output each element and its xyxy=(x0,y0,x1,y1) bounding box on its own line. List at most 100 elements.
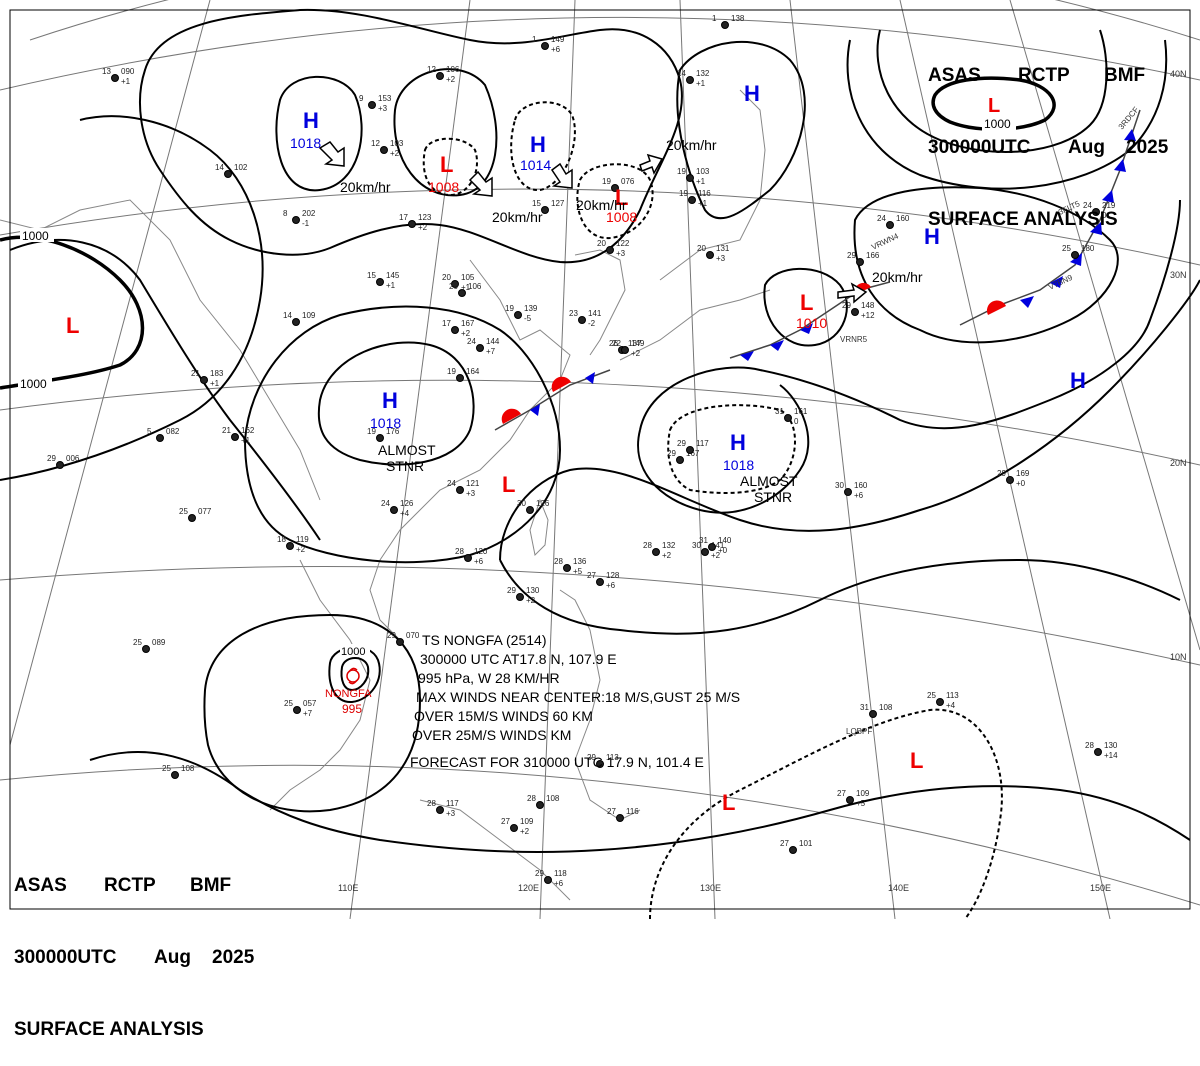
station-pressure: 077 xyxy=(198,507,212,516)
station-dot xyxy=(188,514,196,522)
isobar-high-1018-north xyxy=(275,75,363,192)
low-value: 1008 xyxy=(428,179,459,195)
station-pressure: 153 xyxy=(378,94,392,103)
station-pressure: 136 xyxy=(573,557,587,566)
station-dot xyxy=(514,311,522,319)
warm-front-scallop xyxy=(501,408,521,424)
cold-front-barb xyxy=(1050,276,1063,288)
station-plot: 29 070 xyxy=(387,631,420,646)
motion-label: 20km/hr xyxy=(576,197,627,213)
header-station: RCTP xyxy=(1018,65,1070,86)
station-plot: 27 116 xyxy=(607,807,639,822)
station-plot: 25 089 xyxy=(133,638,166,653)
station-pressure: 122 xyxy=(616,239,630,248)
high-value: 1018 xyxy=(723,457,754,473)
coast-philippines xyxy=(559,589,641,821)
station-tendency: +6 xyxy=(554,879,564,888)
station-dot xyxy=(200,376,208,384)
station-temperature: 15 xyxy=(532,199,541,208)
isobar-west-big xyxy=(9,239,321,541)
station-tendency: +12 xyxy=(861,311,875,320)
station-temperature: 25 xyxy=(1062,244,1071,253)
storm-bulletin: TS NONGFA (2514) 300000 UTC AT17.8 N, 10… xyxy=(410,632,740,770)
station-plot: 5 082 xyxy=(147,427,180,442)
station-pressure: 116 xyxy=(626,807,639,816)
station-pressure: 006 xyxy=(66,454,80,463)
low-symbol: L xyxy=(440,152,453,177)
station-temperature: 21 xyxy=(191,369,200,378)
station-temperature: 14 xyxy=(677,69,686,78)
station-temperature: 20 xyxy=(597,239,606,248)
cold-front-barb xyxy=(740,351,754,361)
stnr-line2: STNR xyxy=(754,489,792,505)
station-temperature: 30 xyxy=(517,499,526,508)
station-dot xyxy=(408,220,416,228)
station-dot xyxy=(844,488,852,496)
station-temperature: 1 xyxy=(712,14,717,23)
station-temperature: 24 xyxy=(877,214,886,223)
station-pressure: 202 xyxy=(302,209,316,218)
station-plot: 31 108 xyxy=(860,703,893,718)
dashed-isobars xyxy=(422,101,1003,919)
station-tendency: 0 xyxy=(1102,211,1107,220)
bulletin-line: 300000 UTC AT17.8 N, 107.9 E xyxy=(420,651,617,667)
front-china xyxy=(494,369,611,431)
station-plot: 1 138 xyxy=(712,14,745,29)
station-plot: 28 132+2 xyxy=(643,541,676,560)
motion-arrow-icon xyxy=(639,153,664,175)
station-dot xyxy=(436,806,444,814)
motion-label: 20km/hr xyxy=(340,179,391,195)
isobars-thin-ne xyxy=(846,29,1168,190)
station-pressure: 130 xyxy=(526,586,540,595)
station-dot xyxy=(578,316,586,324)
station-dot xyxy=(563,564,571,572)
low-symbol: L xyxy=(800,290,813,315)
isobar-scs-big xyxy=(499,279,1200,635)
station-temperature: 25 xyxy=(179,507,188,516)
dashed-stnr-japan xyxy=(667,404,796,494)
station-tendency: +1 xyxy=(121,77,131,86)
station-dot xyxy=(851,308,859,316)
station-temperature: 29 xyxy=(997,469,1006,478)
station-dot xyxy=(456,374,464,382)
station-temperature: 8 xyxy=(283,209,288,218)
station-plot: 20 131+3 xyxy=(697,244,730,263)
station-plot: 29 117 xyxy=(677,439,709,454)
meridian-120e xyxy=(539,0,576,919)
header-time: 300000UTC xyxy=(928,137,1031,158)
cold-front-barb xyxy=(1070,253,1082,266)
stnr-line2: STNR xyxy=(386,458,424,474)
latitude-label: 20N xyxy=(1170,458,1187,468)
station-dot xyxy=(456,486,464,494)
isobar-ne-2 xyxy=(846,39,1168,190)
station-pressure: 089 xyxy=(152,638,166,647)
station-pressure: 149 xyxy=(551,35,565,44)
station-dot xyxy=(1092,208,1100,216)
header-year: 2025 xyxy=(1126,137,1169,158)
station-dot xyxy=(464,554,472,562)
station-temperature: 18 xyxy=(277,535,286,544)
isobar-ne-1 xyxy=(876,29,1108,153)
station-pressure: 057 xyxy=(303,699,317,708)
station-pressure: 126 xyxy=(400,499,414,508)
station-dot xyxy=(171,771,179,779)
station-temperature: 29 xyxy=(847,251,856,260)
station-tendency: +6 xyxy=(854,491,864,500)
station-temperature: 19 xyxy=(367,427,376,436)
longitude-label: 110E xyxy=(338,883,358,893)
latitude-label: 40N xyxy=(1170,69,1187,79)
stnr-line1: ALMOST xyxy=(378,442,436,458)
station-plot: 27 109+2 xyxy=(501,817,534,836)
header-row: ASAS RCTP BMF xyxy=(928,64,1168,88)
station-temperature: 30 xyxy=(835,481,844,490)
station-pressure: 169 xyxy=(1016,469,1030,478)
meridian-130e xyxy=(679,0,716,919)
motion-label: 20km/hr xyxy=(492,209,543,225)
station-tendency: +4 xyxy=(946,701,956,710)
station-temperature: 23 xyxy=(569,309,578,318)
station-temperature: 19 xyxy=(679,189,688,198)
coast-taiwan xyxy=(529,498,549,557)
low-symbol: L xyxy=(502,472,515,497)
station-dot xyxy=(396,638,404,646)
bulletin-line: FORECAST FOR 310000 UTC 17.9 N, 101.4 E xyxy=(410,754,704,770)
